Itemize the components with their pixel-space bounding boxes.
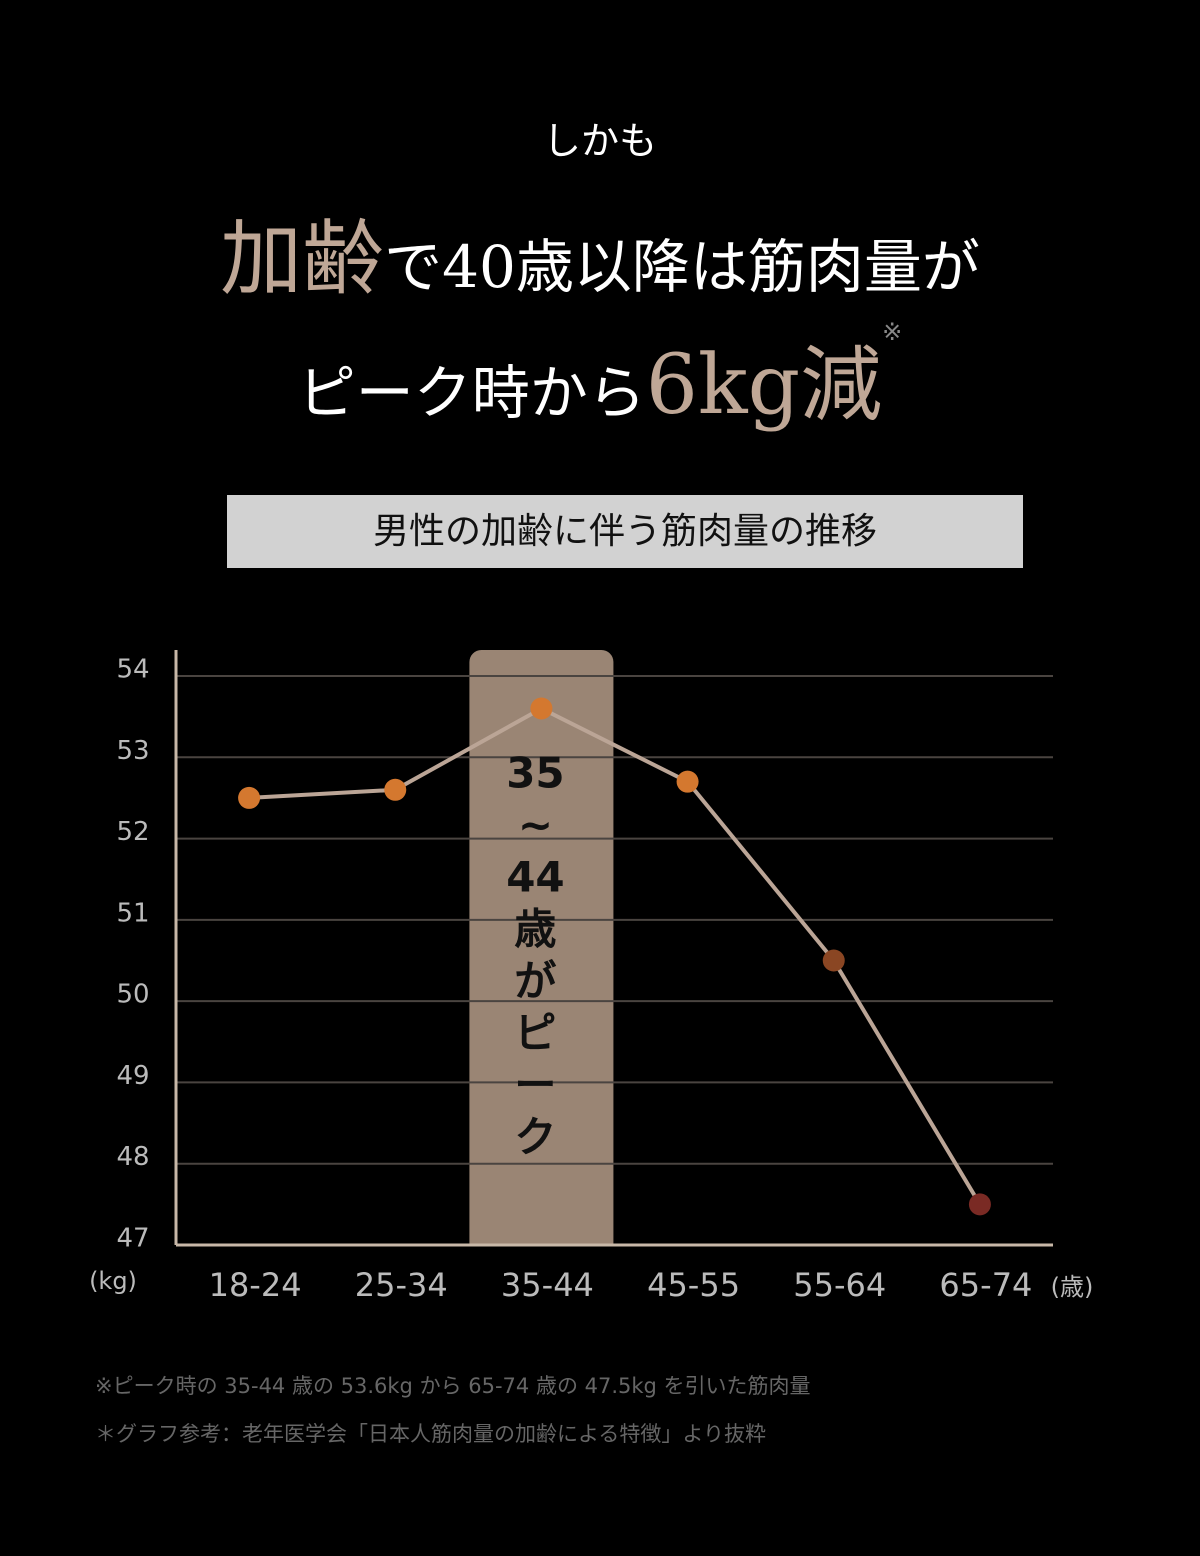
highlight-label: 44	[506, 853, 564, 902]
text: ピーク時から	[297, 359, 646, 427]
x-tick-label: 25-34	[355, 1266, 448, 1304]
footnote: ＊グラフ参考：老年医学会「日本人筋肉量の加齢による特徴」より抜粋	[95, 1422, 766, 1446]
y-tick-label: 50	[116, 980, 149, 1010]
x-tick-label: 35-44	[501, 1266, 594, 1304]
point	[968, 1193, 991, 1216]
y-tick-label: 47	[116, 1224, 149, 1254]
highlight-label: 35	[506, 749, 564, 798]
highlight-column	[469, 650, 614, 1245]
headline-2: ピーク時から6kg減※	[0, 318, 1200, 437]
x-tick-label: 65-74	[939, 1266, 1032, 1304]
point	[530, 697, 553, 720]
point	[384, 778, 407, 801]
highlight-label: ピ	[514, 1009, 556, 1058]
chart-title: 男性の加齢に伴う筋肉量の推移	[227, 495, 1023, 568]
highlight-label: が	[514, 957, 556, 1006]
highlight-label: ~	[518, 801, 553, 850]
text: で40歳以降は筋肉量が	[384, 233, 980, 301]
y-tick-label: 51	[116, 898, 149, 928]
highlight-label: ー	[514, 1061, 556, 1110]
y-tick-label: 49	[116, 1061, 149, 1091]
accent: 加齢	[220, 212, 385, 307]
y-tick-label: 53	[116, 736, 149, 766]
x-tick-label: 55-64	[793, 1266, 886, 1304]
highlight-label: 歳	[514, 905, 556, 954]
accent: 6kg減	[645, 338, 883, 433]
y-tick-label: 48	[116, 1142, 149, 1172]
y-unit: (kg)	[89, 1267, 137, 1295]
point	[238, 786, 261, 809]
x-tick-label: 18-24	[209, 1266, 302, 1304]
x-tick-label: 45-55	[647, 1266, 740, 1304]
y-tick-label: 52	[116, 817, 149, 847]
y-tick-label: 54	[116, 655, 149, 685]
point	[676, 770, 699, 793]
lead: しかも	[542, 119, 657, 163]
headline-1: 加齢で40歳以降は筋肉量が	[0, 192, 1200, 311]
note-mark: ※	[882, 318, 903, 346]
line	[248, 706, 982, 1206]
highlight-label: ク	[514, 1113, 556, 1162]
footnote: ※ピーク時の 35-44 歳の 53.6kg から 65-74 歳の 47.5k…	[95, 1374, 811, 1398]
x-unit: (歳)	[1051, 1273, 1094, 1301]
point	[822, 949, 845, 972]
